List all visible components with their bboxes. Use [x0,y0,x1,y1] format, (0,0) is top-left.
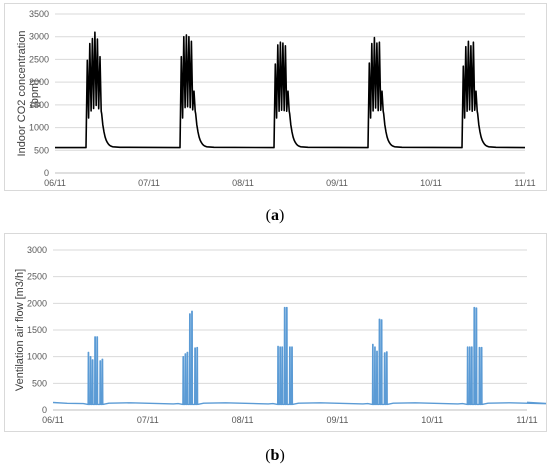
y-tick-label: 2500 [27,272,47,282]
y-axis-label-line: Indoor CO2 concentration [16,31,28,157]
x-tick-label: 09/11 [326,178,348,188]
y-tick-label: 500 [32,378,47,388]
y-tick-label: 0 [42,405,47,415]
y-tick-label: 0 [44,168,49,178]
y-axis-label: Indoor CO2 concentration[ppm] [16,31,41,157]
x-tick-label: 07/11 [137,415,159,425]
x-tick-label: 06/11 [42,415,64,425]
caption-b: (b) [265,447,285,464]
y-tick-label: 1000 [29,123,49,133]
caption-a: (a) [265,207,285,224]
x-tick-label: 07/11 [138,178,160,188]
x-tick-label: 11/11 [516,415,537,425]
x-tick-label: 11/11 [514,178,535,188]
series-line [52,306,550,406]
y-tick-label: 2500 [29,54,49,64]
chart-panel-b: 0 500 1000 1500 2000 2500 3000 06/11 07/11 08/11 0… [4,233,550,432]
y-tick-label: 1500 [29,100,49,110]
x-tick-label: 10/11 [421,415,443,425]
y-tick-label: 3000 [27,245,47,255]
chart-b: 0 500 1000 1500 2000 2500 3000 06/11 07/11 08/11 0… [14,245,550,425]
y-axis-label: Ventilation air flow [m3/h] [14,269,26,391]
chart-a: 0 500 1000 1500 2000 2500 3000 3500 06/11 07/11 08… [16,9,536,188]
x-tick-label: 06/11 [44,178,66,188]
y-tick-label: 3000 [29,32,49,42]
x-tick-label: 10/11 [420,178,442,188]
x-tick-label: 08/11 [232,178,254,188]
y-tick-label: 3500 [29,9,49,19]
series-line [55,31,526,149]
y-axis-label-line: [ppm] [29,80,41,108]
x-tick-label: 09/11 [326,415,348,425]
y-tick-label: 1500 [27,325,47,335]
y-tick-label: 1000 [27,352,47,362]
chart-panel-a: 0 500 1000 1500 2000 2500 3000 3500 06/11 07/11 08… [4,3,547,191]
y-tick-label: 2000 [27,298,47,308]
x-tick-label: 08/11 [232,415,254,425]
y-tick-label: 2000 [29,77,49,87]
y-tick-label: 500 [34,145,49,155]
